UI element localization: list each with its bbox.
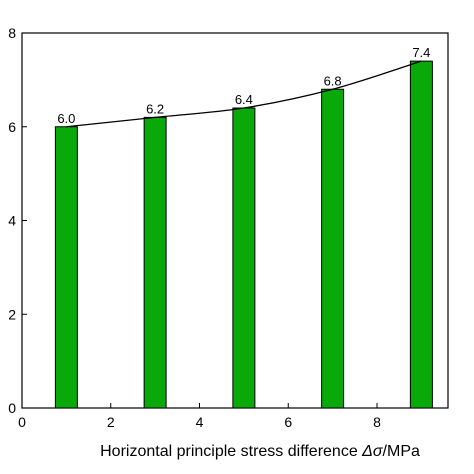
bar-2	[143, 116, 167, 409]
data-label-1: 6.0	[57, 111, 75, 126]
data-labels-group: 6.0 6.2 6.4 6.8 7.4	[57, 45, 430, 126]
x-axis-title: Horizontal principle stress difference Δ…	[100, 443, 420, 460]
data-label-4: 6.8	[324, 73, 342, 88]
bar-3	[232, 107, 256, 409]
bars-group	[54, 60, 433, 409]
y-tick-label: 0	[8, 400, 16, 416]
x-tick-label: 8	[373, 414, 381, 430]
x-axis-title-main: Horizontal principle stress difference	[100, 443, 362, 460]
bar-5	[409, 60, 433, 409]
x-tick-label: 0	[18, 414, 26, 430]
bar-4	[321, 88, 345, 409]
data-label-2: 6.2	[146, 101, 164, 116]
x-axis-title-unit: /MPa	[383, 443, 420, 460]
trend-line	[66, 60, 422, 128]
x-tick-label: 4	[196, 414, 204, 430]
y-axis: 0 2 4 6 8	[8, 25, 27, 416]
data-label-5: 7.4	[412, 45, 430, 60]
x-axis: 0 2 4 6 8	[18, 403, 381, 430]
x-tick-label: 6	[284, 414, 292, 430]
y-tick-label: 4	[8, 213, 16, 229]
trend-line-group	[66, 60, 422, 128]
x-axis-title-symbol: Δσ	[361, 443, 384, 460]
y-tick-label: 8	[8, 25, 16, 41]
y-tick-label: 6	[8, 119, 16, 135]
y-tick-label: 2	[8, 306, 16, 322]
bar-1	[54, 126, 78, 409]
x-tick-label: 2	[107, 414, 115, 430]
data-label-3: 6.4	[235, 92, 253, 107]
